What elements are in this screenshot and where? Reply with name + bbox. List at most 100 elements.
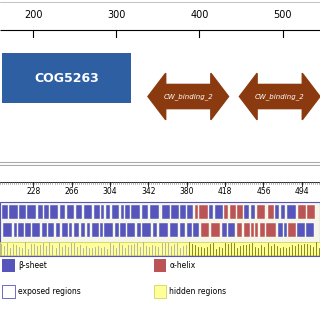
Text: COG5263: COG5263	[35, 72, 99, 85]
Bar	[104, 223, 113, 237]
Bar	[199, 205, 208, 219]
Text: 300: 300	[107, 10, 125, 20]
Bar	[306, 223, 314, 237]
Bar	[92, 223, 99, 237]
Bar	[275, 205, 279, 219]
Bar	[125, 205, 130, 219]
Bar	[112, 205, 119, 219]
Bar	[3, 53, 131, 103]
Text: 456: 456	[256, 187, 271, 196]
Bar	[121, 205, 124, 219]
Bar	[215, 205, 223, 219]
Bar	[67, 205, 74, 219]
Bar	[228, 223, 235, 237]
Bar	[101, 205, 104, 219]
Bar	[61, 223, 68, 237]
Bar	[18, 223, 24, 237]
Bar	[193, 223, 199, 237]
Bar	[106, 205, 110, 219]
Bar	[81, 223, 85, 237]
Bar	[84, 205, 92, 219]
Bar	[287, 205, 296, 219]
Bar	[9, 205, 18, 219]
Bar	[150, 205, 159, 219]
Text: 342: 342	[141, 187, 156, 196]
Text: CW_binding_2: CW_binding_2	[164, 93, 213, 100]
Bar	[60, 205, 65, 219]
Bar	[100, 223, 103, 237]
Text: 418: 418	[218, 187, 232, 196]
Bar	[180, 223, 185, 237]
Bar	[142, 223, 151, 237]
Bar	[120, 223, 126, 237]
Bar	[56, 223, 60, 237]
Bar	[2, 205, 8, 219]
Bar	[0, 202, 320, 256]
Bar	[131, 205, 140, 219]
Bar	[297, 223, 305, 237]
Bar	[251, 205, 255, 219]
Bar	[260, 223, 266, 237]
Bar	[171, 205, 179, 219]
Bar	[298, 205, 306, 219]
Bar	[154, 259, 166, 272]
Bar	[257, 205, 266, 219]
Bar	[32, 223, 40, 237]
Bar	[281, 205, 285, 219]
Text: 500: 500	[273, 10, 292, 20]
Polygon shape	[239, 73, 320, 120]
Bar	[288, 223, 296, 237]
Bar	[268, 205, 274, 219]
Bar	[87, 223, 90, 237]
Bar	[224, 205, 228, 219]
Bar	[38, 205, 44, 219]
Text: exposed regions: exposed regions	[18, 287, 81, 296]
Bar	[284, 223, 287, 237]
Bar	[74, 223, 79, 237]
Text: hidden regions: hidden regions	[169, 287, 227, 296]
Bar	[267, 223, 276, 237]
Bar	[48, 223, 53, 237]
Bar	[170, 223, 178, 237]
Bar	[42, 223, 47, 237]
Bar	[27, 205, 36, 219]
Bar	[44, 205, 50, 219]
Bar	[180, 205, 186, 219]
Bar	[201, 223, 209, 237]
Text: 228: 228	[26, 187, 40, 196]
Bar	[237, 205, 243, 219]
Bar	[237, 223, 242, 237]
Bar	[137, 223, 141, 237]
Bar	[251, 223, 254, 237]
Bar	[222, 223, 227, 237]
Bar	[51, 205, 58, 219]
Polygon shape	[148, 73, 228, 120]
Bar	[115, 223, 119, 237]
Bar	[187, 205, 193, 219]
Text: 266: 266	[64, 187, 79, 196]
Bar	[255, 223, 259, 237]
Bar	[307, 205, 315, 219]
Bar	[2, 285, 15, 298]
Bar	[94, 205, 100, 219]
Bar	[127, 223, 135, 237]
Text: CW_binding_2: CW_binding_2	[255, 93, 305, 100]
Bar	[25, 223, 31, 237]
Bar	[14, 223, 17, 237]
Bar	[142, 205, 148, 219]
Bar	[69, 223, 72, 237]
Bar	[159, 223, 168, 237]
Bar	[244, 223, 250, 237]
Text: α-helix: α-helix	[169, 261, 196, 270]
Bar	[2, 259, 15, 272]
Bar	[19, 205, 26, 219]
Bar	[0, 242, 320, 255]
Text: 400: 400	[190, 10, 209, 20]
Text: 494: 494	[294, 187, 309, 196]
Bar	[153, 223, 157, 237]
Text: β-sheet: β-sheet	[18, 261, 47, 270]
Bar	[195, 205, 198, 219]
Text: 380: 380	[180, 187, 194, 196]
Bar	[230, 205, 236, 219]
Bar	[278, 223, 283, 237]
